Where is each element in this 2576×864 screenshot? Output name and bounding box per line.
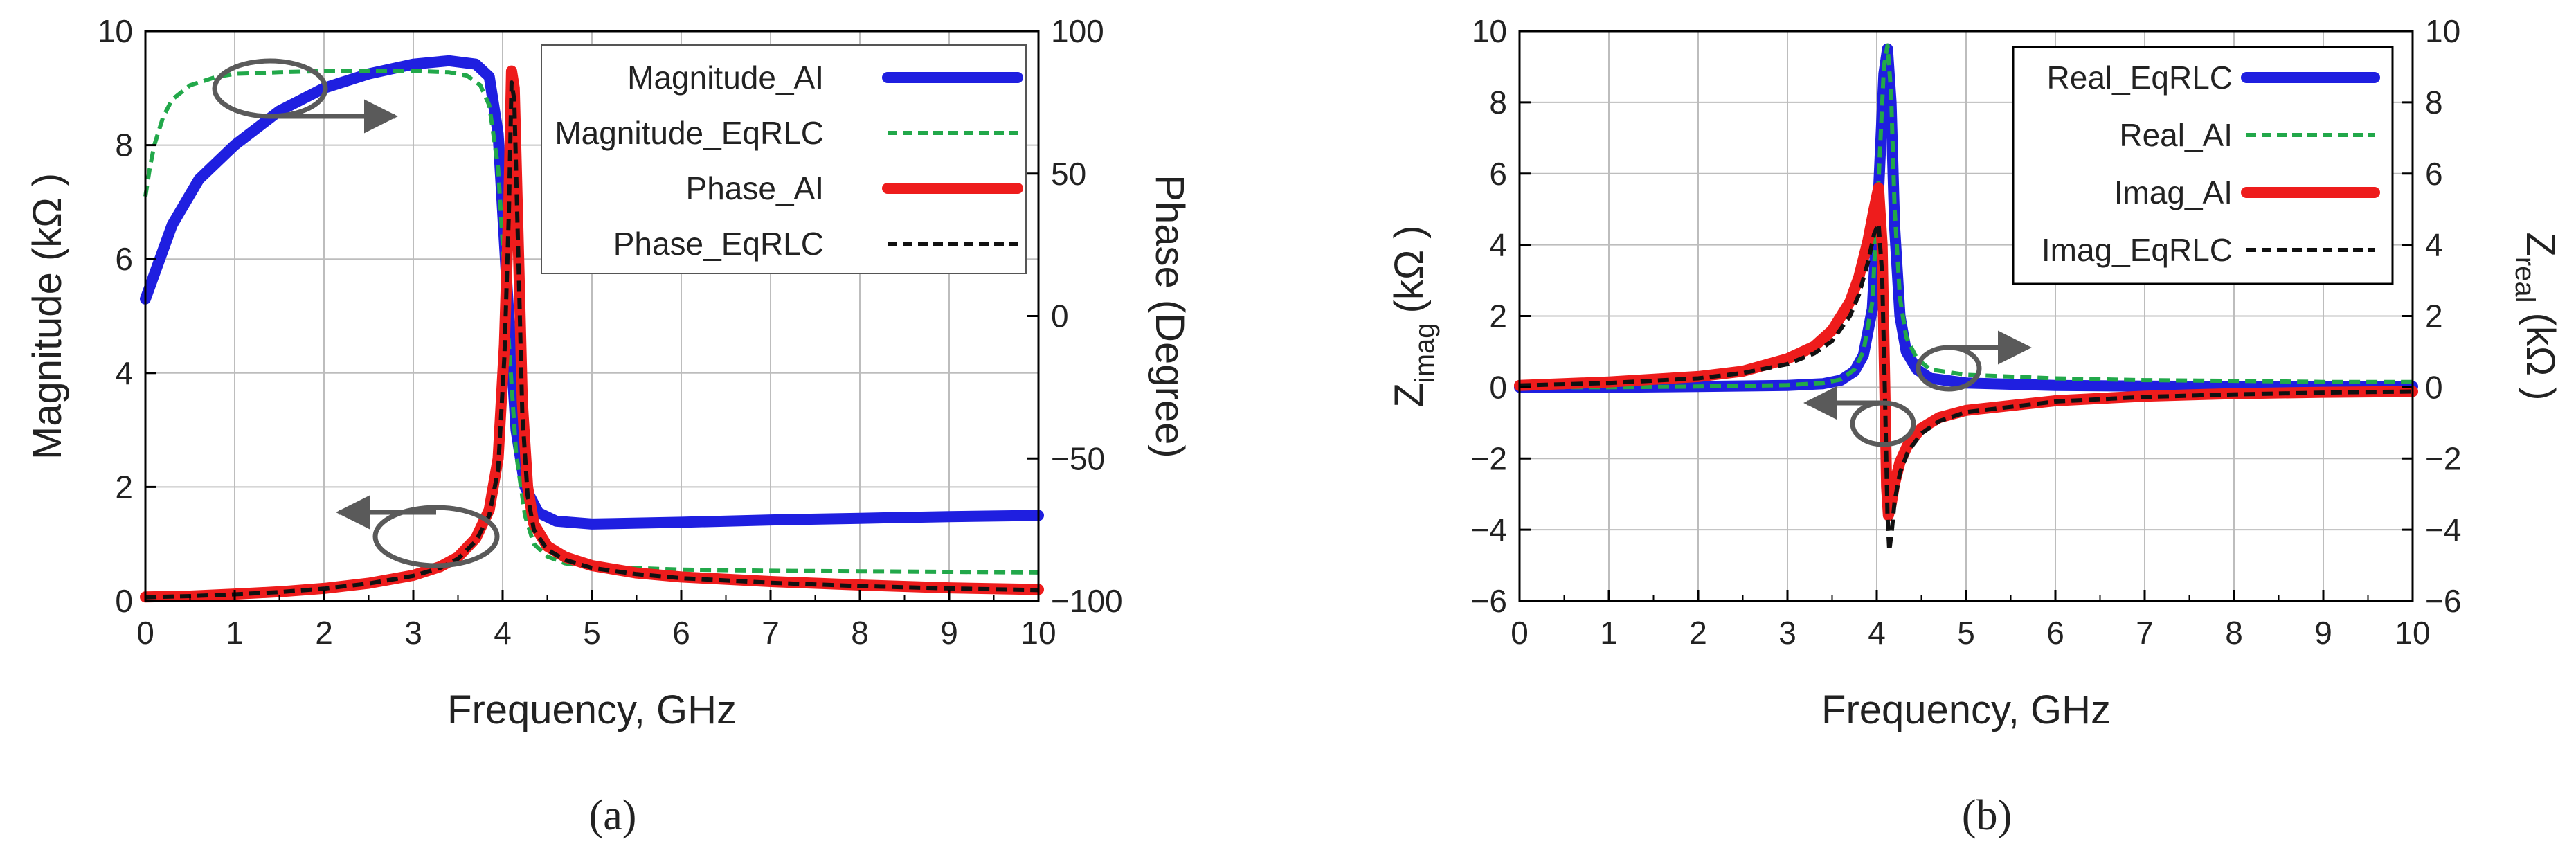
panel-a-y-tick-label: 2	[115, 469, 133, 505]
panel-a-y-tick-label: 6	[115, 241, 133, 277]
panel-b-x-ticks: 0 1 2 3 4 5 6 7 8 9 10	[1511, 590, 2431, 651]
panel-a-y2-tick-label: 0	[1051, 298, 1069, 334]
panel-a-x-tick-label: 8	[851, 615, 869, 651]
panel-b-y-tick-label: −6	[1471, 583, 1507, 619]
panel-b-y2-tick-label: 2	[2425, 298, 2443, 334]
panel-b-y2-tick-label: 8	[2425, 84, 2443, 120]
panel-b-y2-axis-label: Zreal (kΩ )	[2510, 232, 2563, 400]
panel-a-x-tick-label: 5	[583, 615, 601, 651]
panel-b-y-label-sub: imag	[1409, 323, 1440, 383]
panel-b-y-tick-label: 8	[1489, 84, 1507, 120]
panel-a-legend-label: Magnitude_AI	[627, 60, 824, 96]
panel-a-x-tick-label: 4	[494, 615, 512, 651]
panel-b-x-tick-label: 7	[2136, 615, 2154, 651]
panel-b-legend-label: Real_AI	[2119, 117, 2233, 153]
panel-a-y-tick-label: 10	[98, 13, 133, 49]
panel-b-y-tick-label: 6	[1489, 156, 1507, 192]
panel-b-y2-label-main: Z	[2518, 232, 2563, 256]
panel-a-x-tick-label: 7	[762, 615, 780, 651]
panel-a-x-tick-label: 9	[940, 615, 958, 651]
panel-b-y-tick-label: −2	[1471, 440, 1507, 476]
panel-b-y-label-unit: (kΩ )	[1387, 225, 1432, 313]
panel-b-y-axis-label: Zimag (kΩ )	[1387, 225, 1440, 407]
panel-a-y2-ticks: −100 −50 0 50 100	[1027, 13, 1123, 619]
panel-b-x-axis-label: Frequency, GHz	[1821, 687, 2111, 732]
panel-b-legend-label: Imag_AI	[2114, 174, 2233, 210]
panel-b-series-imag-eqrlc	[1519, 221, 2413, 553]
panel-a-y2-tick-label: −100	[1051, 583, 1123, 619]
panel-b-legend	[2012, 46, 2394, 285]
panel-a-x-tick-label: 2	[315, 615, 333, 651]
panel-a-legend-label: Magnitude_EqRLC	[555, 115, 824, 151]
panel-b: 0 1 2 3 4 5 6 7 8 9 10 −6 −4 −2 0 2 4 6 8 10 −6 −4 −2 0 2 4 6 8 10…	[1387, 13, 2563, 839]
panel-b-x-tick-label: 3	[1778, 615, 1796, 651]
panel-b-y2-tick-label: 4	[2425, 227, 2443, 263]
panel-a-x-tick-label: 0	[136, 615, 154, 651]
panel-b-y2-label-unit: (kΩ )	[2518, 313, 2563, 401]
panel-b-y-ticks: −6 −4 −2 0 2 4 6 8 10	[1471, 13, 1531, 619]
panel-a-legend-label: Phase_EqRLC	[613, 226, 824, 262]
panel-a-x-tick-label: 10	[1020, 615, 1056, 651]
panel-a-y-axis-label: Magnitude (kΩ )	[25, 173, 70, 460]
panel-b-x-tick-label: 4	[1868, 615, 1886, 651]
panel-a-y2-tick-label: 50	[1051, 156, 1086, 192]
panel-a-x-tick-label: 3	[404, 615, 422, 651]
panel-b-y2-tick-label: 0	[2425, 369, 2443, 405]
panel-a-y-tick-label: 4	[115, 355, 133, 391]
panel-a-y-ticks: 0 2 4 6 8 10	[98, 13, 156, 619]
panel-a-y2-axis-label: Phase (Degree)	[1147, 174, 1192, 458]
panel-b-y-tick-label: 4	[1489, 227, 1507, 263]
panel-b-y2-tick-label: −4	[2425, 512, 2461, 548]
panel-a-y-tick-label: 8	[115, 127, 133, 163]
panel-b-legend-label: Real_EqRLC	[2047, 60, 2233, 96]
caption-a: (a)	[589, 792, 637, 839]
panel-b-legend-label: Imag_EqRLC	[2042, 232, 2233, 268]
panel-b-legend-entries: Real_EqRLC Real_AI Imag_AI Imag_EqRLC	[2042, 60, 2380, 268]
panel-b-y2-tick-label: 10	[2425, 13, 2460, 49]
panel-b-series-real-ai	[1520, 43, 2413, 390]
panel-a-x-tick-label: 6	[672, 615, 690, 651]
panel-b-x-tick-label: 6	[2046, 615, 2064, 651]
svg-text:Zimag(kΩ ): Zimag (kΩ )	[1387, 225, 1440, 407]
panel-a-legend-entries: Magnitude_AI Magnitude_EqRLC Phase_AI Phase…	[555, 60, 1023, 262]
panel-b-y-label-main: Z	[1387, 383, 1432, 407]
panel-b-x-tick-label: 2	[1689, 615, 1707, 651]
panel-b-x-tick-label: 5	[1957, 615, 1975, 651]
panel-a-y-tick-label: 0	[115, 583, 133, 619]
panel-a-x-axis-label: Frequency, GHz	[447, 687, 737, 732]
caption-b: (b)	[1962, 792, 2012, 839]
panel-b-x-tick-label: 10	[2395, 615, 2430, 651]
panel-a-series-phase-eqrlc	[145, 80, 1039, 600]
panel-b-series	[1514, 43, 2418, 553]
svg-text:Zreal(kΩ ): Zreal (kΩ )	[2510, 232, 2563, 400]
panel-a-y2-tick-label: 100	[1051, 13, 1104, 49]
panel-a: 0 1 2 3 4 5 6 7 8 9 10 0 2 4 6 8 10 −100 −50 0 50 100 Frequ…	[25, 13, 1192, 839]
panel-b-x-tick-label: 9	[2314, 615, 2332, 651]
panel-b-y2-ticks: −6 −4 −2 0 2 4 6 8 10	[2402, 13, 2461, 619]
panel-a-x-tick-label: 1	[226, 615, 244, 651]
panel-a-series-magnitude-ai	[140, 55, 1044, 530]
panel-b-y-tick-label: 2	[1489, 298, 1507, 334]
panel-a-annotation-loop-lower	[372, 505, 500, 568]
panel-b-y2-label-sub: real	[2510, 257, 2540, 303]
panel-b-y-tick-label: 10	[1472, 13, 1507, 49]
panel-b-x-tick-label: 1	[1600, 615, 1618, 651]
panel-a-annotation-loop-upper	[212, 58, 328, 119]
panel-a-x-ticks: 0 1 2 3 4 5 6 7 8 9 10	[136, 590, 1056, 651]
panel-b-y-tick-label: −4	[1471, 512, 1507, 548]
panel-b-x-tick-label: 8	[2225, 615, 2243, 651]
panel-b-x-tick-label: 0	[1511, 615, 1529, 651]
panel-a-legend-label: Phase_AI	[686, 170, 824, 206]
panel-b-y2-tick-label: 6	[2425, 156, 2443, 192]
panel-b-y2-tick-label: −6	[2425, 583, 2461, 619]
panel-b-y-tick-label: 0	[1489, 369, 1507, 405]
panel-b-y2-tick-label: −2	[2425, 440, 2461, 476]
panel-a-series	[140, 55, 1044, 603]
panel-a-y2-tick-label: −50	[1051, 440, 1105, 476]
